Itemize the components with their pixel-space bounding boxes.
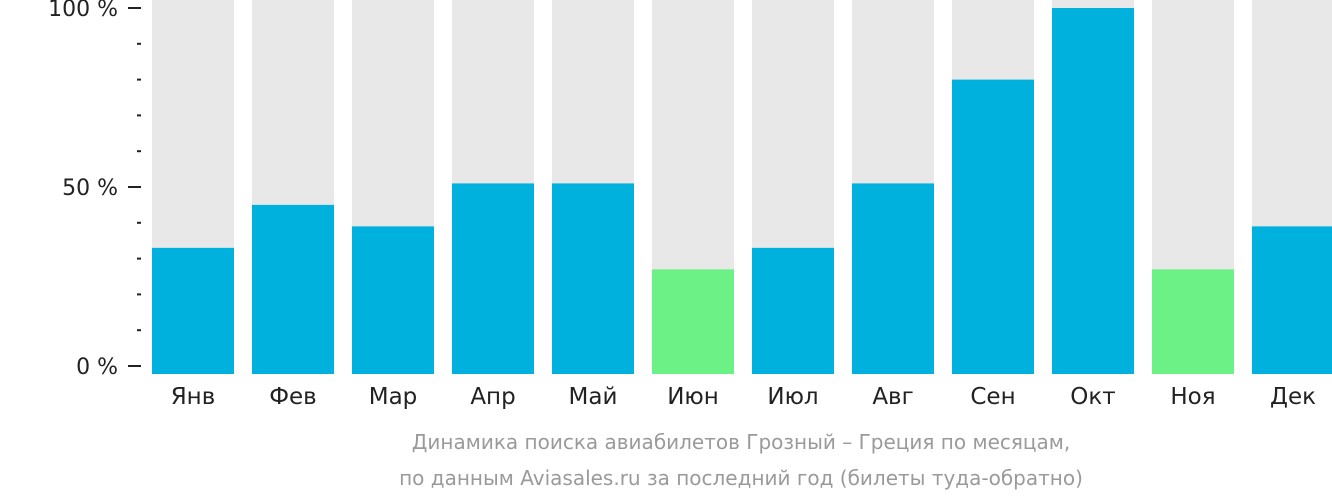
y-tick-label: 50 %	[62, 176, 118, 201]
bar-6	[652, 269, 734, 374]
chart-caption-line-2: по данным Aviasales.ru за последний год …	[399, 466, 1083, 490]
bar-2	[252, 204, 334, 374]
bar-3	[352, 226, 434, 374]
bar-9	[952, 79, 1034, 374]
bar-5	[552, 183, 634, 374]
x-tick-label: Сен	[970, 384, 1015, 410]
x-tick-label: Май	[569, 384, 618, 410]
x-tick-label: Окт	[1070, 384, 1115, 410]
chart-caption-line-1: Динамика поиска авиабилетов Грозный – Гр…	[411, 430, 1071, 454]
x-tick-label: Фев	[269, 384, 317, 410]
bar-8	[852, 183, 934, 374]
x-tick-label: Июн	[667, 384, 719, 410]
bar-chart: Янв Фев Мар Апр Май Июн Июл Авг Сен Окт Ноя Дек 0 % 5…	[48, 0, 1332, 410]
x-tick-label: Авг	[872, 384, 913, 410]
x-tick-label: Ноя	[1170, 384, 1215, 410]
x-tick-label: Июл	[767, 384, 818, 410]
bar-1	[152, 247, 234, 374]
bar-7	[752, 247, 834, 374]
bar-4	[452, 183, 534, 374]
y-tick-label: 0 %	[76, 355, 118, 380]
bar-10	[1052, 8, 1134, 374]
bar-11	[1152, 269, 1234, 374]
x-tick-label: Мар	[369, 384, 418, 410]
x-tick-label: Дек	[1270, 384, 1316, 410]
bar-12	[1252, 226, 1332, 374]
x-tick-label: Апр	[470, 384, 515, 410]
x-tick-label: Янв	[171, 384, 216, 410]
y-tick-label: 100 %	[48, 0, 118, 22]
